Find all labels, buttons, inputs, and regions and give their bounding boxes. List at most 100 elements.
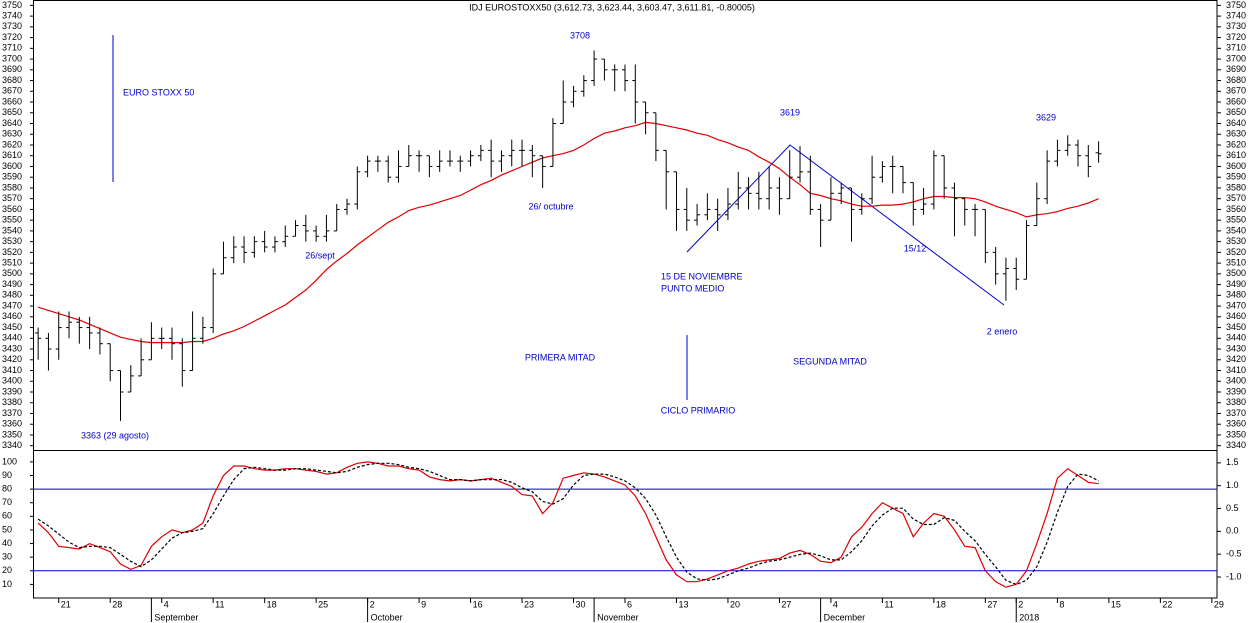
series-line [37, 121, 1099, 344]
y-tick-label: 3700 [2, 53, 22, 63]
y-tick-label: 3460 [1226, 311, 1246, 321]
annotation: 3708 [570, 30, 590, 40]
y-tick-label: 3600 [2, 161, 22, 171]
y-tick-label: 3560 [2, 204, 22, 214]
y-tick-label: 80 [2, 483, 12, 493]
y-tick-label: 3630 [1226, 129, 1246, 139]
y-tick-label: 3480 [1226, 290, 1246, 300]
y-tick-label: 3440 [1226, 333, 1246, 343]
y-tick-label: 3600 [1226, 161, 1246, 171]
annotation: EURO STOXX 50 [123, 87, 194, 97]
annotation: PUNTO MEDIO [661, 283, 724, 293]
y-tick-label: 40 [2, 538, 12, 548]
x-tick-label: 29 [1214, 599, 1224, 609]
annotation: 2 enero [987, 326, 1018, 336]
y-tick-label: 0.5 [1226, 503, 1239, 513]
month-label: October [371, 612, 403, 622]
x-tick-label: 13 [678, 599, 688, 609]
y-tick-label: 3740 [2, 10, 22, 20]
x-tick-label: 11 [884, 599, 893, 609]
y-tick-label: 3660 [1226, 96, 1246, 106]
trend-lines [686, 144, 1005, 306]
y-tick-label: 3580 [1226, 182, 1246, 192]
y-tick-label: 3610 [2, 150, 22, 160]
y-tick-label: 3690 [2, 64, 22, 74]
annotation: 3619 [780, 107, 800, 117]
y-tick-label: 3680 [2, 75, 22, 85]
y-tick-label: 3430 [2, 343, 22, 353]
month-label: November [597, 612, 639, 622]
y-tick-label: 3390 [2, 386, 22, 396]
y-tick-label: 10 [2, 579, 12, 589]
y-tick-label: 1.5 [1226, 457, 1239, 467]
x-tick-label: 23 [524, 599, 534, 609]
x-tick-label: 11 [215, 599, 224, 609]
annotation: 3363 (29 agosto) [81, 430, 149, 440]
y-tick-label: 60 [2, 511, 12, 521]
y-tick-label: 3650 [1226, 107, 1246, 117]
y-tick-label: 3510 [2, 258, 22, 268]
y-tick-label: 3520 [2, 247, 22, 257]
y-tick-label: 3400 [2, 376, 22, 386]
y-tick-label: 3450 [1226, 322, 1246, 332]
x-tick-label: 25 [318, 599, 328, 609]
y-tick-label: 3730 [1226, 21, 1246, 31]
x-tick-label: 20 [730, 599, 740, 609]
y-tick-label: 3440 [2, 333, 22, 343]
y-tick-label: 3640 [2, 118, 22, 128]
annotation: 15 DE NOVIEMBRE [661, 271, 743, 281]
annotation: CICLO PRIMARIO [661, 405, 736, 415]
series-line [37, 462, 1099, 586]
y-tick-label: 3420 [1226, 354, 1246, 364]
x-tick-label: 16 [473, 599, 483, 609]
y-tick-label: 3550 [1226, 215, 1246, 225]
y-tick-label: 1.0 [1226, 480, 1239, 490]
month-label: September [154, 612, 198, 622]
y-tick-label: 3670 [1226, 86, 1246, 96]
y-tick-label: 3520 [1226, 247, 1246, 257]
y-tick-label: 3720 [2, 32, 22, 42]
y-tick-label: 3500 [2, 268, 22, 278]
y-tick-label: -1.0 [1226, 571, 1242, 581]
y-tick-label: 3540 [1226, 225, 1246, 235]
y-tick-label: 3500 [1226, 268, 1246, 278]
x-tick-label: 6 [627, 599, 632, 609]
x-tick-label: 4 [164, 599, 169, 609]
x-tick-label: 8 [1059, 599, 1064, 609]
y-tick-label: 3490 [1226, 279, 1246, 289]
y-tick-label: 3710 [1226, 43, 1246, 53]
y-tick-label: 3530 [2, 236, 22, 246]
y-tick-label: 3560 [1226, 204, 1246, 214]
series-line [37, 461, 1099, 588]
y-tick-label: 3400 [1226, 376, 1246, 386]
y-tick-label: 3590 [1226, 172, 1246, 182]
annotation: 15/12 [904, 243, 927, 253]
y-tick-label: 3640 [1226, 118, 1246, 128]
y-tick-label: 3620 [1226, 139, 1246, 149]
y-tick-label: 3710 [2, 43, 22, 53]
x-tick-label: 9 [421, 599, 426, 609]
y-tick-label: 3670 [2, 86, 22, 96]
y-tick-label: 20 [2, 565, 12, 575]
y-tick-label: 3430 [1226, 343, 1246, 353]
y-tick-label: 3590 [2, 172, 22, 182]
annotation: PRIMERA MITAD [525, 352, 596, 362]
y-tick-label: 3420 [2, 354, 22, 364]
y-tick-label: 3380 [1226, 397, 1246, 407]
x-tick-label: 30 [576, 599, 586, 609]
y-tick-label: 3360 [2, 419, 22, 429]
y-tick-label: 3730 [2, 21, 22, 31]
y-tick-label: 3580 [2, 182, 22, 192]
y-tick-label: 3660 [2, 96, 22, 106]
y-tick-label: 3410 [1226, 365, 1246, 375]
y-tick-label: 3340 [2, 440, 22, 450]
x-tick-label: 21 [61, 599, 71, 609]
y-tick-label: 3380 [2, 397, 22, 407]
y-tick-label: 3570 [1226, 193, 1246, 203]
y-tick-label: 70 [2, 497, 12, 507]
annotation: 26/ octubre [528, 201, 573, 211]
month-label: 2018 [1019, 612, 1039, 622]
y-tick-label: 3680 [1226, 75, 1246, 85]
x-tick-label: 2 [1018, 599, 1023, 609]
